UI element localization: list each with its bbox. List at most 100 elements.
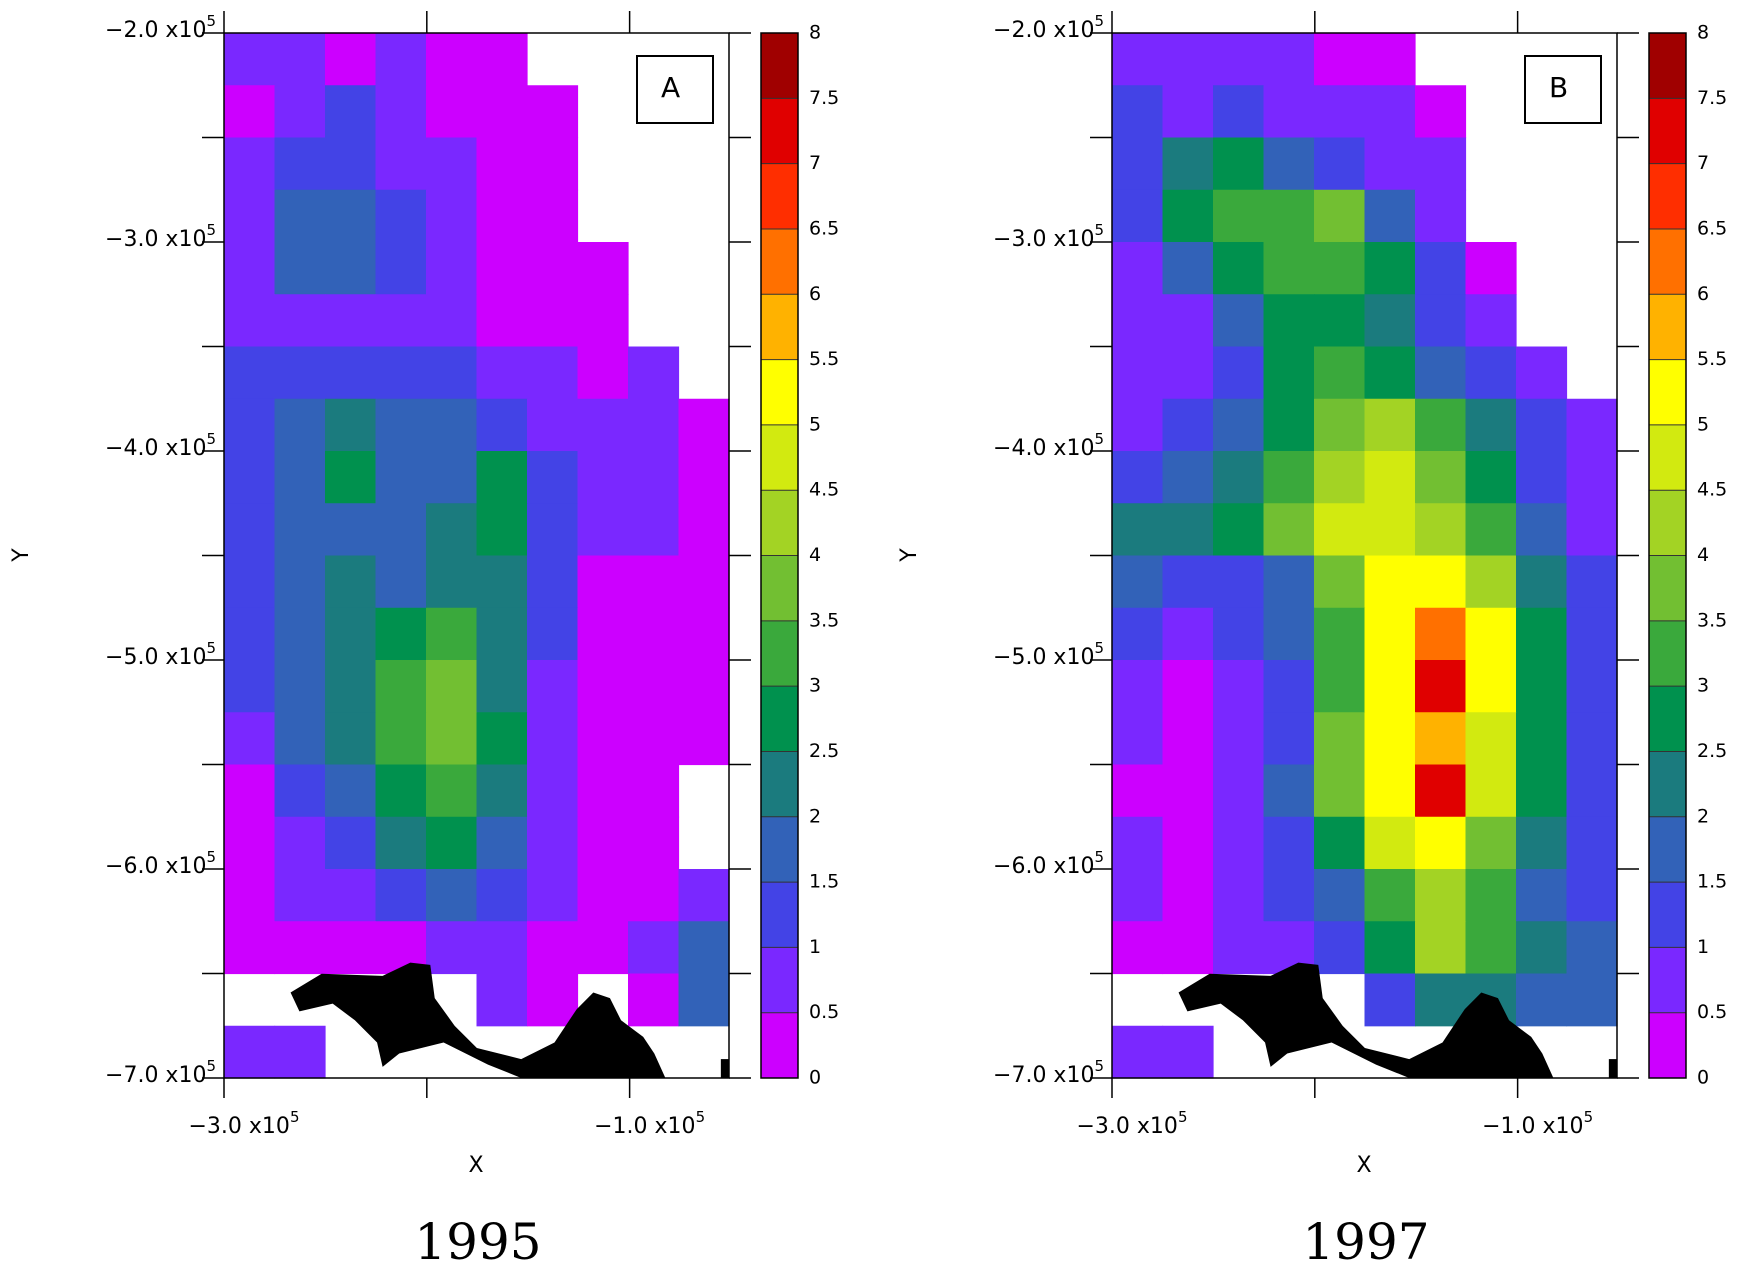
heat-cell — [628, 921, 680, 975]
heat-cell — [577, 660, 629, 713]
colorbar-band — [1649, 882, 1686, 948]
heat-cell — [1263, 869, 1315, 922]
heat-cell — [325, 346, 377, 400]
heat-cell — [476, 85, 528, 139]
heat-cell — [1465, 764, 1517, 818]
colorbar-band — [1649, 98, 1686, 164]
heat-cell — [426, 242, 478, 295]
heat-cell — [1364, 555, 1416, 609]
colorbar-label: 7.5 — [809, 87, 839, 109]
y-tick-label: −6.0 x105 — [993, 848, 1104, 880]
heat-cell — [577, 921, 629, 975]
y-tick-label-mantissa: −2.0 x10 — [993, 18, 1094, 43]
heat-cell — [1112, 1025, 1164, 1079]
heat-cell — [1415, 973, 1467, 1027]
heat-cell — [1263, 294, 1315, 348]
colorbar-band — [761, 228, 798, 295]
heat-cell — [1415, 607, 1467, 661]
heat-cell — [1314, 764, 1366, 818]
y-tick-label-exponent: 5 — [1094, 430, 1104, 448]
heat-cell — [325, 503, 377, 557]
heat-cell — [678, 921, 730, 975]
heat-cell — [224, 555, 276, 609]
heat-cell — [1314, 137, 1366, 191]
heat-cell — [1516, 973, 1568, 1027]
heat-cell — [527, 816, 579, 870]
heat-cell — [375, 294, 427, 348]
heat-cell — [1314, 294, 1366, 348]
colorbar-label: 0 — [1697, 1067, 1709, 1089]
heat-cell — [1263, 189, 1315, 243]
heat-cell — [274, 660, 326, 713]
heat-cell — [1112, 33, 1164, 86]
heat-cell — [426, 33, 478, 86]
heat-cell — [1213, 607, 1265, 661]
heat-cell — [1314, 869, 1366, 922]
heat-cell — [1465, 398, 1517, 452]
heat-cell — [527, 607, 579, 661]
y-tick-label-exponent: 5 — [206, 221, 216, 239]
heat-cell — [274, 607, 326, 661]
heat-cell — [1364, 398, 1416, 452]
heat-cell — [325, 869, 377, 922]
heat-cell — [628, 660, 680, 713]
heat-cell — [1314, 503, 1366, 557]
y-tick-label: −7.0 x105 — [105, 1057, 216, 1089]
heat-cell — [1263, 816, 1315, 870]
colorbar-label: 6 — [809, 283, 821, 305]
heat-cell — [224, 189, 276, 243]
heat-cell — [1162, 503, 1214, 557]
colorbar-band — [761, 686, 798, 752]
colorbar-band — [1649, 947, 1686, 1013]
heat-cell — [577, 607, 629, 661]
y-tick-label-mantissa: −7.0 x10 — [105, 1063, 206, 1088]
axes: −3.0 x105 −1.0 x105−2.0 x105−3.0 x105−4.0… — [9, 11, 1727, 1271]
heat-cell — [1162, 189, 1214, 243]
heat-cell — [325, 85, 377, 139]
heat-cell — [628, 555, 680, 609]
colorbar-label: 8 — [809, 22, 821, 44]
colorbar-band — [761, 424, 798, 491]
heat-cell — [1566, 764, 1618, 818]
heat-cell — [1566, 869, 1618, 922]
heat-cell — [1112, 816, 1164, 870]
heat-cell — [1516, 816, 1568, 870]
heat-cell — [1314, 921, 1366, 975]
heat-cell — [375, 503, 427, 557]
heat-cell — [1415, 398, 1467, 452]
heat-cell — [476, 451, 528, 504]
heat-cell — [1465, 242, 1517, 295]
heat-cell — [678, 712, 730, 766]
heat-cell — [325, 607, 377, 661]
heat-cell — [325, 294, 377, 348]
heat-cell — [274, 764, 326, 818]
x-tick-label-mantissa: −3.0 x10 — [189, 1114, 290, 1139]
heat-cell — [325, 189, 377, 243]
heat-cell — [1213, 189, 1265, 243]
heat-cell — [1566, 451, 1618, 504]
heat-cell — [1364, 712, 1416, 766]
colorbar-label: 1 — [1697, 936, 1709, 958]
heat-cell — [375, 451, 427, 504]
heat-cell — [1162, 869, 1214, 922]
land — [290, 962, 729, 1078]
colorbar-band — [761, 882, 798, 948]
heat-cell — [1112, 189, 1164, 243]
heat-cell — [375, 869, 427, 922]
heat-cell — [476, 189, 528, 243]
heat-cell — [375, 660, 427, 713]
heat-cell — [1213, 555, 1265, 609]
heat-cell — [1516, 451, 1568, 504]
colorbar-label: 0.5 — [1697, 1001, 1727, 1023]
heat-cell — [375, 555, 427, 609]
heat-cell — [274, 451, 326, 504]
heat-cell — [527, 503, 579, 557]
heat-cell — [1213, 869, 1265, 922]
heat-cell — [476, 398, 528, 452]
y-tick-label-exponent: 5 — [1094, 12, 1104, 30]
heat-cell — [1112, 712, 1164, 766]
heat-cell — [426, 555, 478, 609]
heat-cell — [1112, 85, 1164, 139]
colorbar-label: 4 — [809, 544, 821, 566]
